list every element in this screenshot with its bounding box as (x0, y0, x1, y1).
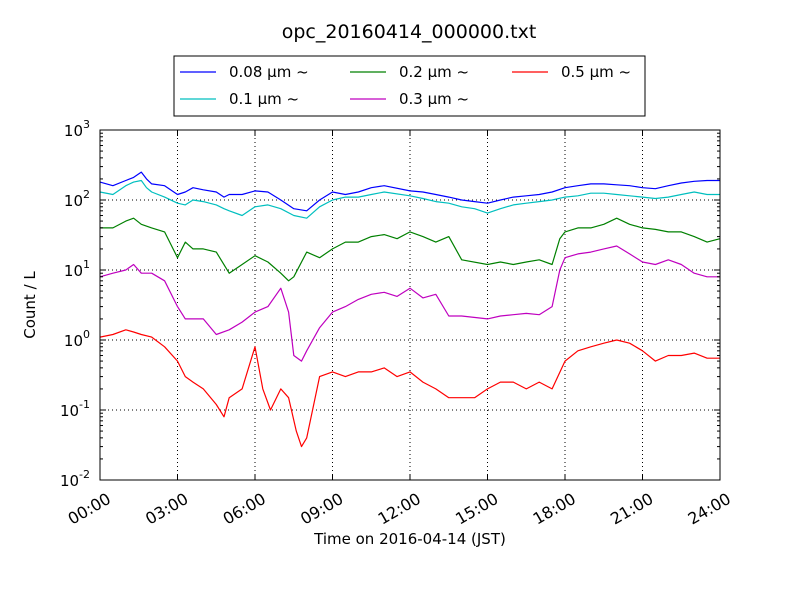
x-axis-label: Time on 2016-04-14 (JST) (313, 530, 506, 548)
legend-label-0: 0.08 μm ~ (229, 63, 309, 81)
series-layer (99, 171, 721, 448)
chart-title: opc_20160414_000000.txt (282, 21, 537, 43)
y-tick-label: 10-2 (60, 468, 90, 490)
y-tick-label: 101 (64, 258, 90, 280)
legend: 0.08 μm ~ 0.1 μm ~ 0.2 μm ~ 0.3 μm ~ 0.5 μm … (173, 55, 646, 117)
y-tick-label: 10-1 (60, 398, 90, 420)
y-tick-label: 102 (64, 188, 90, 210)
series-line-3 (99, 245, 720, 362)
series-line-2 (100, 217, 721, 282)
y-tick-label: 100 (64, 328, 90, 350)
y-tick-labels: 10-2 10-1 100 101 102 103 (60, 118, 90, 490)
y-tick-label: 103 (64, 118, 90, 140)
series-line-0 (99, 171, 720, 212)
legend-label-3: 0.3 μm ~ (399, 90, 469, 108)
ticks (99, 129, 721, 481)
y-axis-label: Count / L (21, 271, 39, 339)
legend-label-4: 0.5 μm ~ (561, 63, 631, 81)
legend-box (173, 55, 646, 117)
legend-label-1: 0.1 μm ~ (229, 90, 299, 108)
series-line-4 (99, 329, 720, 448)
legend-label-2: 0.2 μm ~ (399, 63, 469, 81)
series-line-1 (99, 179, 720, 219)
